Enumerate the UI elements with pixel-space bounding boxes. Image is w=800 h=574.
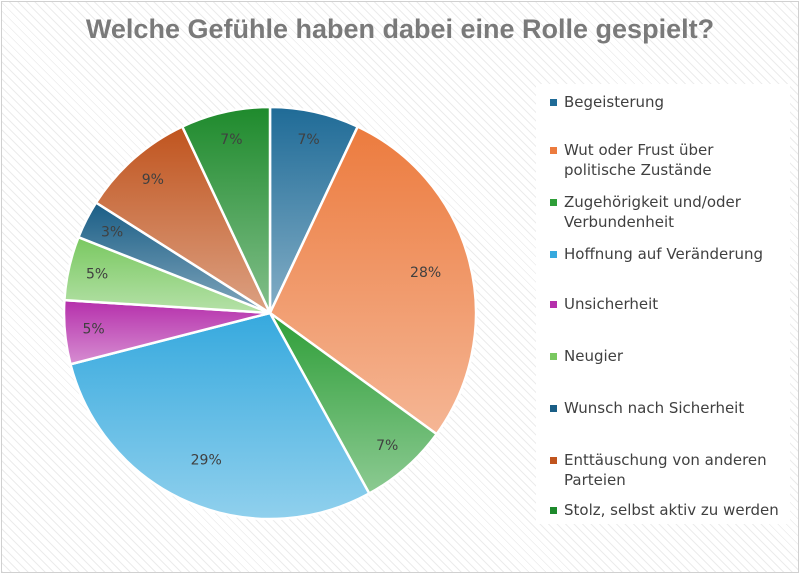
legend-label: Zugehörigkeit und/oder Verbundenheit <box>564 193 741 231</box>
legend-item: Unsicherheit <box>550 294 786 314</box>
legend-item: Enttäuschung von anderen Parteien <box>550 450 786 490</box>
legend-item: Stolz, selbst aktiv zu werden <box>550 500 786 520</box>
legend-item: Zugehörigkeit und/oder Verbundenheit <box>550 192 786 232</box>
legend-swatch <box>550 457 557 464</box>
legend-swatch <box>550 199 557 206</box>
data-label: 29% <box>191 453 222 469</box>
legend-label: Hoffnung auf Veränderung <box>564 245 763 263</box>
legend-label: Wunsch nach Sicherheit <box>564 399 745 417</box>
legend-swatch <box>550 147 557 154</box>
data-label: 7% <box>297 132 319 148</box>
pie-slice <box>94 125 272 315</box>
legend-item: Wut oder Frust über politische Zustände <box>550 140 786 180</box>
legend-swatch <box>550 353 557 360</box>
pie-slice <box>181 105 272 315</box>
data-label: 5% <box>82 322 104 338</box>
chart-title: Welche Gefühle haben dabei eine Rolle ge… <box>85 14 715 44</box>
legend-label: Enttäuschung von anderen Parteien <box>564 451 767 489</box>
data-label: 7% <box>376 438 398 454</box>
pie-slice <box>268 125 478 436</box>
pie-slice <box>69 311 371 521</box>
legend-item: Neugier <box>550 346 786 366</box>
legend-label: Stolz, selbst aktiv zu werden <box>564 501 779 519</box>
data-label: 3% <box>101 225 123 241</box>
legend-item: Begeisterung <box>550 92 786 112</box>
data-label: 5% <box>86 266 108 282</box>
legend: Begeisterung Wut oder Frust über politisc… <box>536 84 790 524</box>
legend-label: Unsicherheit <box>564 295 659 313</box>
legend-label: Wut oder Frust über politische Zustände <box>564 141 714 179</box>
legend-swatch <box>550 405 557 412</box>
legend-label: Begeisterung <box>564 93 665 111</box>
legend-item: Hoffnung auf Veränderung <box>550 244 786 264</box>
legend-label: Neugier <box>564 347 624 365</box>
legend-swatch <box>550 301 557 308</box>
legend-swatch <box>550 507 557 514</box>
legend-item: Wunsch nach Sicherheit <box>550 398 786 418</box>
legend-swatch <box>550 99 557 106</box>
legend-swatch <box>550 251 557 258</box>
data-label: 7% <box>220 132 242 148</box>
data-label: 28% <box>410 265 441 281</box>
data-label: 9% <box>142 172 164 188</box>
